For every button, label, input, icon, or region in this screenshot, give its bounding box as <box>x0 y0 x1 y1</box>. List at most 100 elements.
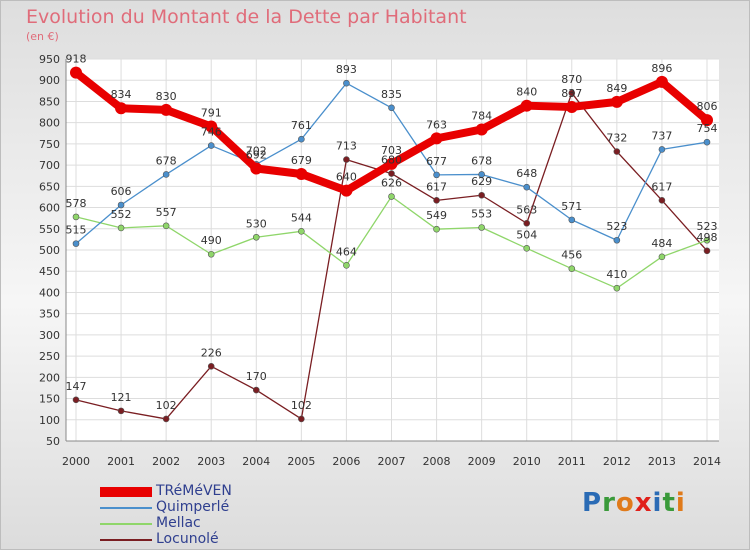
data-label: 746 <box>201 126 222 139</box>
legend-label: TRéMéVEN <box>156 483 232 499</box>
data-point <box>523 245 531 252</box>
data-label: 464 <box>336 245 357 258</box>
y-tick-label: 300 <box>39 329 60 342</box>
y-tick-label: 350 <box>39 308 60 321</box>
data-label: 677 <box>426 155 447 168</box>
data-label: 147 <box>66 380 87 393</box>
y-tick-label: 100 <box>39 414 60 427</box>
proxiti-logo: Proxiti <box>582 488 686 518</box>
data-point <box>523 219 531 227</box>
data-point <box>388 104 395 112</box>
y-tick-label: 650 <box>39 180 60 193</box>
data-point <box>433 225 440 233</box>
x-tick-label: 2005 <box>287 455 315 468</box>
data-label: 763 <box>426 118 447 131</box>
data-point <box>298 135 305 143</box>
data-label: 549 <box>426 209 447 222</box>
data-point <box>610 95 623 108</box>
data-label: 840 <box>516 86 537 99</box>
data-label: 544 <box>291 211 312 224</box>
data-point <box>72 213 80 221</box>
data-label: 692 <box>246 149 267 162</box>
data-point <box>115 102 128 115</box>
data-label: 170 <box>246 370 267 383</box>
data-point <box>478 191 485 199</box>
data-label: 678 <box>156 154 177 167</box>
y-tick-label: 800 <box>39 117 60 130</box>
data-label: 806 <box>697 100 718 113</box>
y-tick-label: 900 <box>39 74 60 87</box>
data-label: 523 <box>606 220 627 233</box>
data-point <box>343 79 350 87</box>
data-point <box>568 216 576 224</box>
data-label: 523 <box>697 220 718 233</box>
data-point <box>72 240 80 247</box>
x-tick-label: 2008 <box>423 455 451 468</box>
data-label: 530 <box>246 217 267 230</box>
legend-swatch <box>100 539 152 541</box>
data-label: 498 <box>697 231 718 244</box>
data-point <box>117 407 125 415</box>
y-tick-label: 750 <box>39 138 60 151</box>
y-tick-label: 850 <box>39 95 60 108</box>
data-point <box>520 99 533 112</box>
legend-swatch <box>100 523 152 525</box>
data-label: 102 <box>156 399 177 412</box>
data-point <box>298 228 305 235</box>
x-tick-label: 2002 <box>152 455 180 468</box>
data-point <box>568 265 576 272</box>
data-label: 484 <box>651 237 672 250</box>
data-point <box>162 415 170 423</box>
data-label: 515 <box>66 224 87 237</box>
y-tick-label: 400 <box>39 286 60 299</box>
data-label: 617 <box>651 180 672 193</box>
data-point <box>295 168 308 181</box>
data-label: 702 <box>246 144 267 157</box>
data-point <box>72 396 80 404</box>
data-label: 849 <box>606 82 627 95</box>
data-label: 834 <box>111 88 132 101</box>
x-tick-label: 2004 <box>242 455 270 468</box>
data-label: 784 <box>471 109 492 122</box>
data-label: 410 <box>606 268 627 281</box>
data-label: 896 <box>651 62 672 75</box>
x-tick-label: 2013 <box>648 455 676 468</box>
y-tick-label: 600 <box>39 202 60 215</box>
data-point <box>160 103 173 116</box>
x-tick-label: 2000 <box>62 455 90 468</box>
data-label: 703 <box>381 144 402 157</box>
chart-title: Evolution du Montant de la Dette par Hab… <box>26 6 467 28</box>
y-tick-label: 250 <box>39 350 60 363</box>
data-point <box>117 224 125 232</box>
y-tick-label: 500 <box>39 244 60 257</box>
data-point <box>252 386 260 394</box>
data-point <box>343 156 350 163</box>
data-point <box>658 197 666 204</box>
data-label: 571 <box>561 200 582 213</box>
data-point <box>701 114 713 127</box>
data-point <box>613 236 621 244</box>
data-point <box>703 247 711 255</box>
data-point <box>298 415 305 423</box>
data-label: 490 <box>201 234 222 247</box>
data-point <box>655 75 668 88</box>
y-tick-label: 450 <box>39 265 60 278</box>
data-label: 679 <box>291 154 312 167</box>
data-label: 737 <box>651 129 672 142</box>
data-label: 648 <box>516 167 537 180</box>
data-point <box>658 253 666 261</box>
data-label: 552 <box>111 208 132 221</box>
data-point <box>658 146 666 153</box>
data-point <box>117 201 125 209</box>
data-point <box>207 362 215 370</box>
data-point <box>250 162 263 175</box>
legend-label: Locunolé <box>156 531 219 547</box>
data-label: 761 <box>291 119 312 132</box>
data-point <box>385 157 398 170</box>
data-label: 626 <box>381 177 402 190</box>
data-point <box>207 250 215 258</box>
x-tick-label: 2001 <box>107 455 135 468</box>
data-label: 563 <box>516 203 537 216</box>
data-label: 226 <box>201 346 222 359</box>
